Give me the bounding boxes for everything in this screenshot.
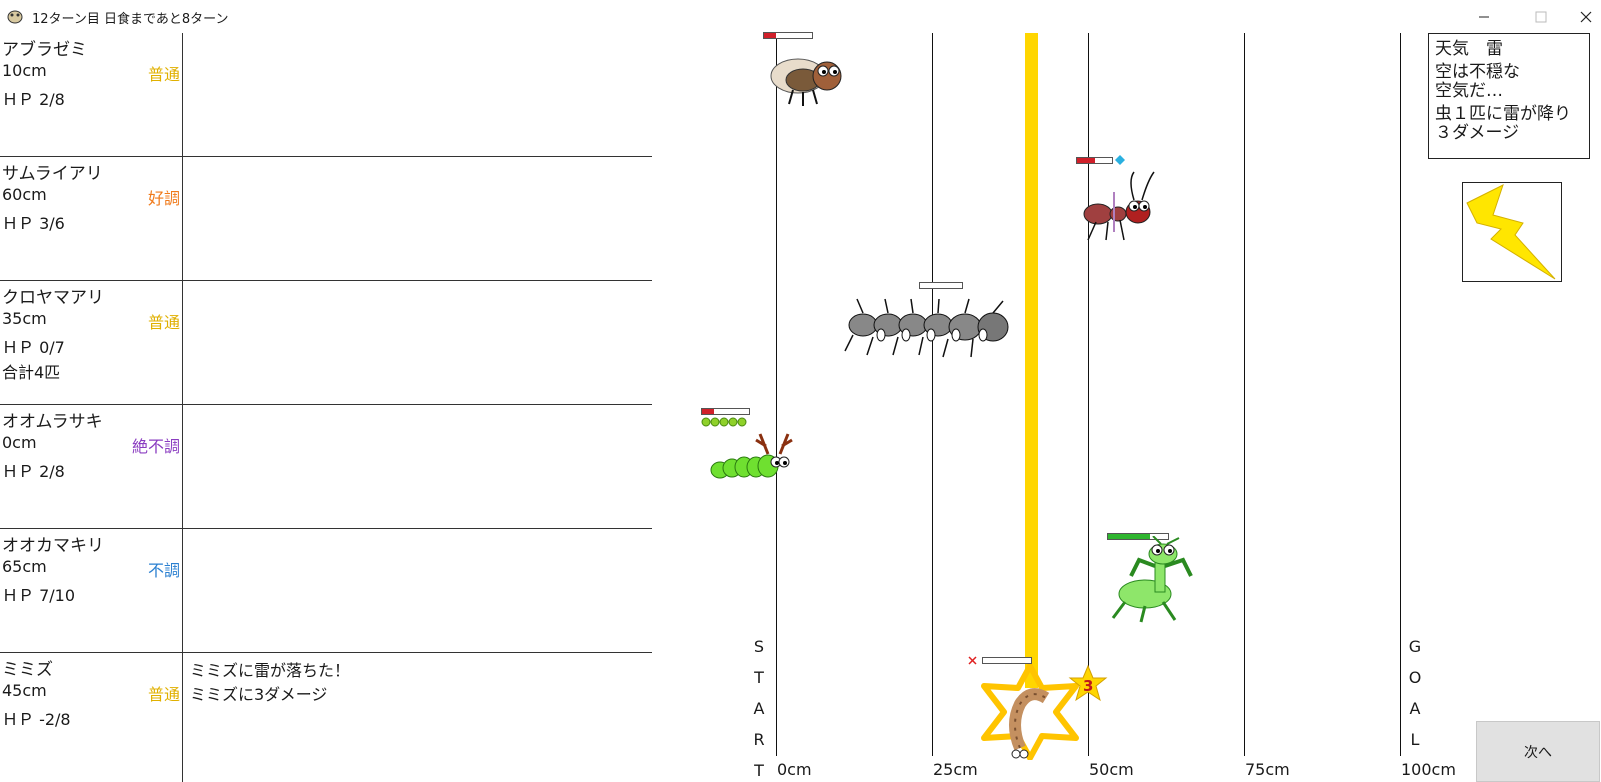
goal-letter: O xyxy=(1408,668,1422,687)
status-cross-icon xyxy=(968,656,977,665)
track-line-75 xyxy=(1244,33,1245,756)
close-button[interactable] xyxy=(1570,0,1601,33)
weather-panel: 天気 雷 空は不穏な 空気だ… 虫１匹に雷が降り ３ダメージ xyxy=(1428,33,1590,159)
insect-hp: ＨＰ 3/6 xyxy=(2,214,65,233)
insect-hp: ＨＰ 2/8 xyxy=(2,462,65,481)
insect-hp: ＨＰ 0/7 xyxy=(2,338,65,357)
insect-distance: 35cm xyxy=(2,309,47,328)
lightning-beam xyxy=(1025,33,1038,688)
weather-icon-frame xyxy=(1462,182,1562,282)
hp-bar xyxy=(919,282,963,289)
insect-condition: 普通 xyxy=(147,313,180,332)
insect-name: ミミズ xyxy=(2,660,53,680)
tick-label: 75cm xyxy=(1245,760,1290,779)
insect-panel-samurai-ari: サムライアリ 60cm 好調 ＨＰ 3/6 xyxy=(0,157,652,281)
start-letter: T xyxy=(754,668,764,687)
insect-distance: 65cm xyxy=(2,557,47,576)
track-line-100 xyxy=(1400,33,1401,756)
cicada-sprite xyxy=(770,58,842,106)
samurai-ant-sprite xyxy=(1083,171,1155,241)
black-ant-group-sprite xyxy=(844,298,1009,358)
insect-condition: 好調 xyxy=(147,189,180,208)
insect-name: オオカマキリ xyxy=(2,536,104,556)
caterpillar-sprite xyxy=(710,433,793,479)
start-letter: T xyxy=(754,761,764,780)
track-line-25 xyxy=(932,33,933,756)
insect-panel-mimizu: ミミズ 45cm 普通 ＨＰ -2/8 ミミズに雷が落ちた！ ミミズに3ダメージ xyxy=(0,653,652,777)
damage-value: 3 xyxy=(1083,677,1093,695)
weather-desc-1: 空は不穏な xyxy=(1435,62,1520,82)
tick-label: 25cm xyxy=(933,760,978,779)
next-button[interactable]: 次へ xyxy=(1476,721,1600,782)
minimize-button[interactable] xyxy=(1455,0,1512,33)
goal-letter: L xyxy=(1410,730,1420,749)
insect-condition: 普通 xyxy=(147,685,180,704)
maximize-button[interactable] xyxy=(1512,0,1569,33)
insect-panel-oomurasaki: オオムラサキ 0cm 絶不調 ＨＰ 2/8 xyxy=(0,405,652,529)
insect-distance: 0cm xyxy=(2,433,37,452)
start-letter: S xyxy=(753,637,765,656)
damage-star-icon: 3 xyxy=(1068,665,1108,702)
panel-divider xyxy=(182,33,183,782)
insect-panel-ookamakiri: オオカマキリ 65cm 不調 ＨＰ 7/10 xyxy=(0,529,652,653)
weather-effect-2: ３ダメージ xyxy=(1435,123,1520,143)
insect-hp: ＨＰ 2/8 xyxy=(2,90,65,109)
lightning-bolt-icon xyxy=(1466,184,1556,280)
insect-condition: 不調 xyxy=(147,561,180,580)
start-letter: A xyxy=(753,699,765,718)
earthworm-hit-sprite xyxy=(981,664,1079,760)
insect-distance: 45cm xyxy=(2,681,47,700)
hp-bar xyxy=(1076,157,1113,164)
start-letter: R xyxy=(753,730,765,749)
tick-label: 50cm xyxy=(1089,760,1134,779)
tick-label: 100cm xyxy=(1401,760,1456,779)
status-dots-icon xyxy=(701,417,747,427)
hp-bar xyxy=(701,408,750,415)
insect-condition: 普通 xyxy=(147,65,180,84)
insect-distance: 10cm xyxy=(2,61,47,80)
goal-letter: A xyxy=(1409,699,1421,718)
insect-hp: ＨＰ 7/10 xyxy=(2,586,76,605)
insect-distance: 60cm xyxy=(2,185,47,204)
hp-bar xyxy=(1107,533,1169,540)
app-icon xyxy=(7,10,23,24)
insect-hp: ＨＰ -2/8 xyxy=(2,710,71,729)
insect-name: アブラゼミ xyxy=(2,40,87,60)
goal-letter: G xyxy=(1408,637,1422,656)
close-icon xyxy=(1580,11,1591,22)
insect-panel-abura-zemi: アブラゼミ 10cm 普通 ＨＰ 2/8 xyxy=(0,33,652,157)
maximize-icon xyxy=(1535,11,1546,22)
mantis-sprite xyxy=(1111,536,1193,623)
status-diamond-icon xyxy=(1115,155,1125,165)
track-line-50 xyxy=(1088,33,1089,756)
window-title: 12ターン目 日食まであと8ターン xyxy=(32,12,229,27)
insect-panel-kuroyama-ari: クロヤマアリ 35cm 普通 ＨＰ 0/7 合計4匹 xyxy=(0,281,652,405)
minimize-icon xyxy=(1478,16,1489,17)
insect-name: クロヤマアリ xyxy=(2,288,104,308)
hp-bar xyxy=(982,657,1032,664)
insect-condition: 絶不調 xyxy=(131,437,180,456)
title-bar: 12ターン目 日食まであと8ターン xyxy=(0,0,1601,33)
insect-name: オオムラサキ xyxy=(2,412,103,432)
battle-log: ミミズに雷が落ちた！ ミミズに3ダメージ xyxy=(190,661,351,704)
hp-bar xyxy=(763,32,813,39)
insect-name: サムライアリ xyxy=(2,164,103,184)
insect-count: 合計4匹 xyxy=(2,363,61,382)
tick-label: 0cm xyxy=(777,760,812,779)
track-line-0 xyxy=(776,33,777,756)
weather-effect-1: 虫１匹に雷が降り xyxy=(1435,104,1571,124)
weather-title: 天気 雷 xyxy=(1435,39,1503,59)
weather-desc-2: 空気だ… xyxy=(1435,81,1503,101)
